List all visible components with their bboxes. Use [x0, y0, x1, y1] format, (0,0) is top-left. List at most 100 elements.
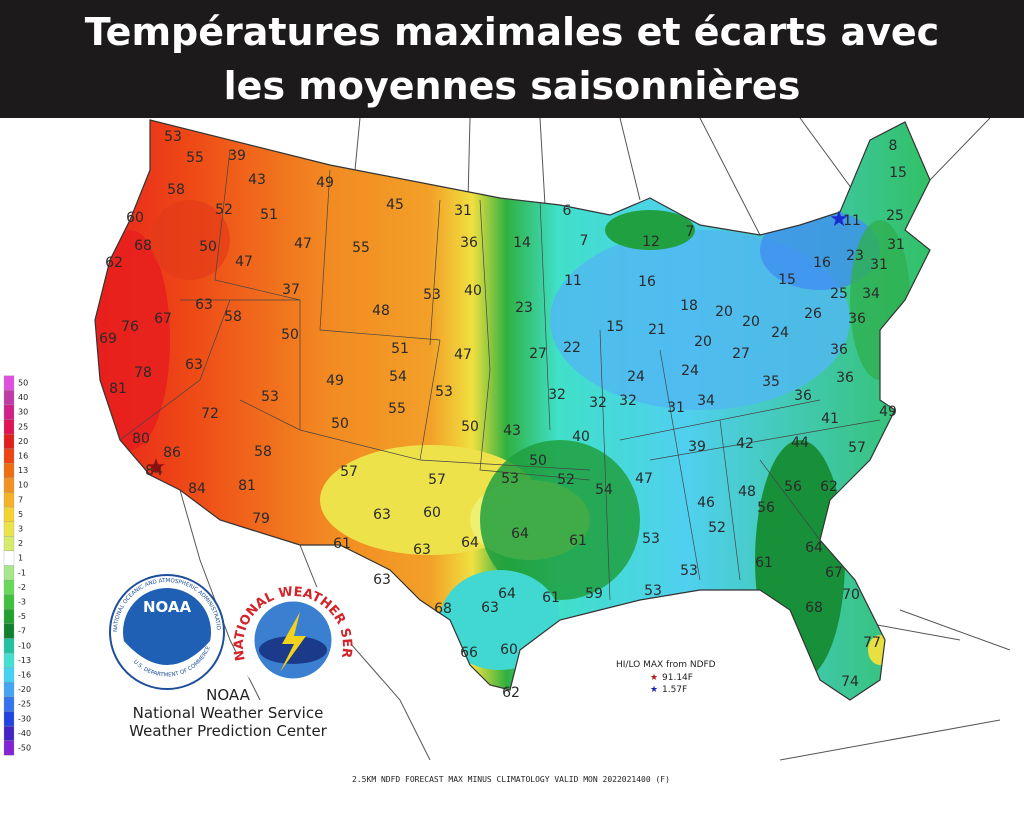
temperature-label: 39: [228, 148, 246, 164]
legend-label: 20: [18, 437, 28, 446]
temperature-label: 27: [732, 346, 750, 362]
temperature-label: 32: [589, 395, 607, 411]
temperature-label: 67: [154, 311, 172, 327]
temperature-label: 6: [563, 203, 572, 219]
legend-swatch: [3, 477, 15, 493]
temperature-label: 8: [889, 138, 898, 154]
title-line: les moyennes saisonnières: [223, 64, 801, 108]
temperature-label: 12: [642, 234, 660, 250]
legend-label: -50: [18, 744, 31, 753]
low-star: ★: [829, 207, 849, 232]
temperature-label: 77: [863, 635, 881, 651]
temperature-label: 25: [830, 286, 848, 302]
temperature-label: 62: [502, 685, 520, 701]
temperature-label: 78: [134, 365, 152, 381]
temperature-label: 50: [331, 416, 349, 432]
legend-swatch: [3, 536, 15, 552]
legend-swatch: [3, 492, 15, 508]
temperature-label: 62: [105, 255, 123, 271]
hilo-high: 91.14F: [662, 673, 693, 683]
temperature-label: 63: [195, 297, 213, 313]
legend-swatch: [3, 667, 15, 683]
temperature-label: 24: [627, 369, 645, 385]
legend-swatch: [3, 638, 15, 654]
temperature-label: 56: [757, 500, 775, 516]
temperature-label: 21: [648, 322, 666, 338]
temperature-label: 31: [870, 257, 888, 273]
high-star: ★: [146, 455, 166, 480]
temperature-label: 63: [413, 542, 431, 558]
temperature-label: 51: [391, 341, 409, 357]
temperature-label: 20: [715, 304, 733, 320]
temperature-label: 51: [260, 207, 278, 223]
temperature-label: 74: [841, 674, 859, 690]
temperature-label: 23: [515, 300, 533, 316]
legend-label: -40: [18, 729, 31, 738]
agency-line: Weather Prediction Center: [129, 722, 328, 740]
temperature-label: 15: [778, 272, 796, 288]
temperature-label: 46: [697, 495, 715, 511]
legend-swatch: [3, 652, 15, 668]
legend-label: -1: [18, 568, 26, 577]
temperature-label: 81: [238, 478, 256, 494]
temperature-label: 47: [454, 347, 472, 363]
legend-swatch: [3, 623, 15, 639]
temperature-label: 11: [843, 213, 861, 229]
temperature-label: 79: [252, 511, 270, 527]
hilo-low: 1.57F: [662, 685, 687, 695]
temperature-label: 84: [188, 481, 206, 497]
legend-label: 1: [18, 554, 23, 563]
temperature-label: 11: [564, 273, 582, 289]
hilo-box: HI/LO MAX from NDFD ★ 91.14F ★ 1.57F: [616, 660, 716, 695]
legend-label: -7: [18, 627, 26, 636]
temperature-label: 62: [820, 479, 838, 495]
temperature-label: 55: [186, 150, 204, 166]
temperature-label: 48: [738, 484, 756, 500]
temperature-label: 55: [388, 401, 406, 417]
legend-swatch: [3, 390, 15, 406]
temperature-label: 69: [99, 331, 117, 347]
legend-label: 3: [18, 525, 23, 534]
legend-label: 7: [18, 495, 23, 504]
temperature-label: 36: [830, 342, 848, 358]
temperature-label: 34: [862, 286, 880, 302]
temperature-label: 43: [503, 423, 521, 439]
legend-swatch: [3, 740, 15, 756]
temperature-label: 31: [887, 237, 905, 253]
legend-label: -2: [18, 583, 26, 592]
agency-line: National Weather Service: [133, 704, 324, 722]
legend-swatch: [3, 433, 15, 449]
temperature-label: 39: [688, 439, 706, 455]
temperature-label: 20: [694, 334, 712, 350]
temperature-label: 14: [513, 235, 531, 251]
legend-label: -25: [18, 700, 31, 709]
temperature-label: 53: [644, 583, 662, 599]
temperature-label: 36: [460, 235, 478, 251]
temperature-label: 67: [825, 565, 843, 581]
hilo-star: ★: [650, 685, 658, 695]
temperature-label: 68: [134, 238, 152, 254]
temperature-label: 36: [848, 311, 866, 327]
legend-label: -20: [18, 685, 31, 694]
temperature-label: 7: [580, 233, 589, 249]
temperature-label: 36: [836, 370, 854, 386]
temperature-label: 54: [389, 369, 407, 385]
legend-label: 50: [18, 379, 28, 388]
temperature-label: 58: [224, 309, 242, 325]
temperature-label: 54: [595, 482, 613, 498]
temperature-label: 16: [638, 274, 656, 290]
legend-swatch: [3, 448, 15, 464]
legend-label: 40: [18, 393, 28, 402]
legend-label: 16: [18, 452, 28, 461]
temperature-label: 48: [372, 303, 390, 319]
temperature-label: 70: [842, 587, 860, 603]
temperature-label: 22: [563, 340, 581, 356]
footer: 2.5KM NDFD FORECAST MAX MINUS CLIMATOLOG…: [352, 775, 670, 784]
temperature-label: 53: [435, 384, 453, 400]
temperature-label: 20: [742, 314, 760, 330]
temperature-label: 66: [460, 645, 478, 661]
hilo-title: HI/LO MAX from NDFD: [616, 660, 716, 670]
temperature-label: 86: [163, 445, 181, 461]
temperature-label: 61: [542, 590, 560, 606]
temperature-label: 53: [501, 471, 519, 487]
